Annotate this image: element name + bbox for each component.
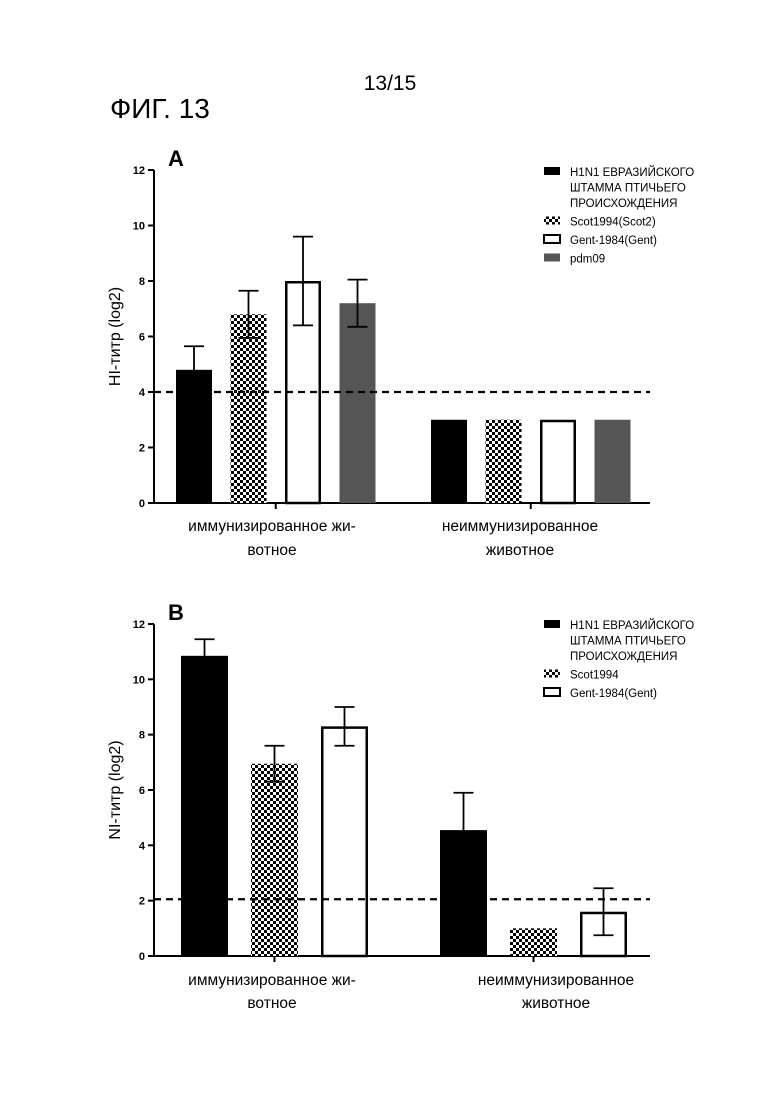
legend-swatch (544, 620, 560, 628)
chart-panel-b: B 0 2 4 6 8 10 12 NI-титр (log2) иммунизированное… (0, 0, 780, 1103)
y-tick-label: 4 (139, 840, 146, 852)
y-tick-label: 2 (139, 896, 145, 908)
legend-label: ПРОИСХОЖДЕНИЯ (570, 651, 678, 663)
legend-swatch (544, 688, 560, 696)
y-tick-label: 0 (139, 951, 145, 963)
bar (322, 728, 367, 956)
x-tick-label: животное (522, 995, 590, 1012)
legend-label: Gent-1984(Gent) (570, 688, 657, 700)
legend-swatch (544, 670, 560, 678)
y-tick-label: 8 (139, 730, 145, 742)
x-tick-label: иммунизированное жи- (188, 972, 356, 989)
x-tick-label: вотное (247, 995, 296, 1012)
bar (510, 928, 557, 956)
legend-label: H1N1 ЕВРАЗИЙСКОГО (570, 619, 694, 632)
legend-label: Scot1994 (570, 670, 619, 682)
panel-label: B (168, 600, 184, 625)
bar (251, 764, 298, 956)
y-tick-label: 10 (133, 674, 145, 686)
y-axis-label: NI-титр (log2) (107, 740, 124, 839)
legend-label: ШТАММА ПТИЧЬЕГО (570, 636, 686, 648)
x-tick-label: неиммунизированное (478, 972, 634, 989)
y-tick-label: 12 (133, 619, 145, 631)
y-tick-label: 6 (139, 785, 145, 797)
bar (181, 656, 228, 956)
